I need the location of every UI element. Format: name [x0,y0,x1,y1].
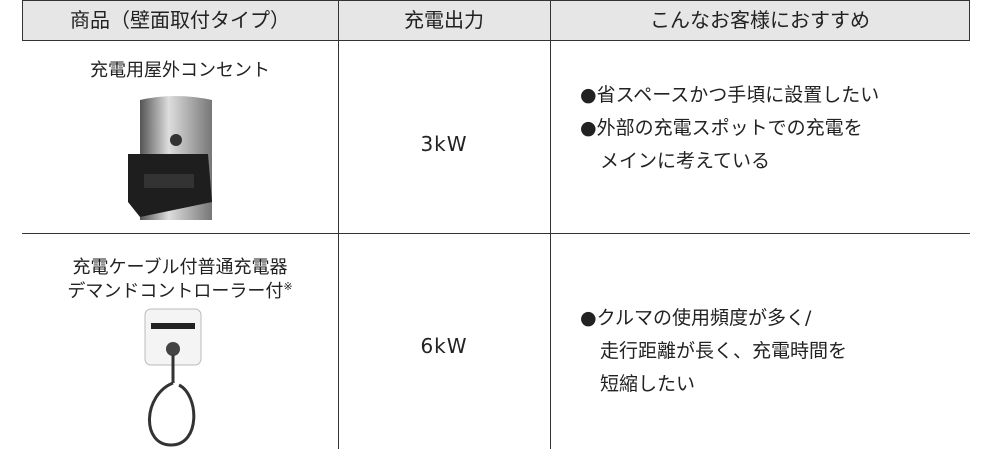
header-cell: 商品（壁面取付タイプ） [70,8,290,32]
note-mark: ※ [283,280,293,293]
border [338,0,339,449]
header-bg [22,0,970,40]
product-name: 充電ケーブル付普通充電器 [72,257,288,278]
header-cell: こんなお客様におすすめ [650,8,870,32]
recommend-line: メインに考えている [600,150,771,172]
border [22,40,970,41]
recommend-line: 短縮したい [600,373,696,395]
product-name: デマンドコントローラー付※ [22,281,338,301]
border [22,0,23,40]
output: 3kW [420,132,468,156]
output: 6kW [420,334,468,358]
product-image [144,308,202,447]
border [22,0,970,1]
border [969,0,970,40]
recommend-line: ●外部の充電スポットでの充電を [580,117,863,139]
product-name: 充電用屋外コンセント [90,60,270,81]
recommend-line: 走行距離が長く、充電時間を [600,340,848,362]
product-name-line: デマンドコントローラー付 [67,281,284,302]
product-image [128,96,212,220]
header-cell: 充電出力 [404,8,484,32]
recommend-line: ●省スペースかつ手頃に設置したい [580,84,880,106]
border [550,0,551,449]
recommend-line: ●クルマの使用頻度が多く/ [580,307,812,329]
border [22,233,970,234]
